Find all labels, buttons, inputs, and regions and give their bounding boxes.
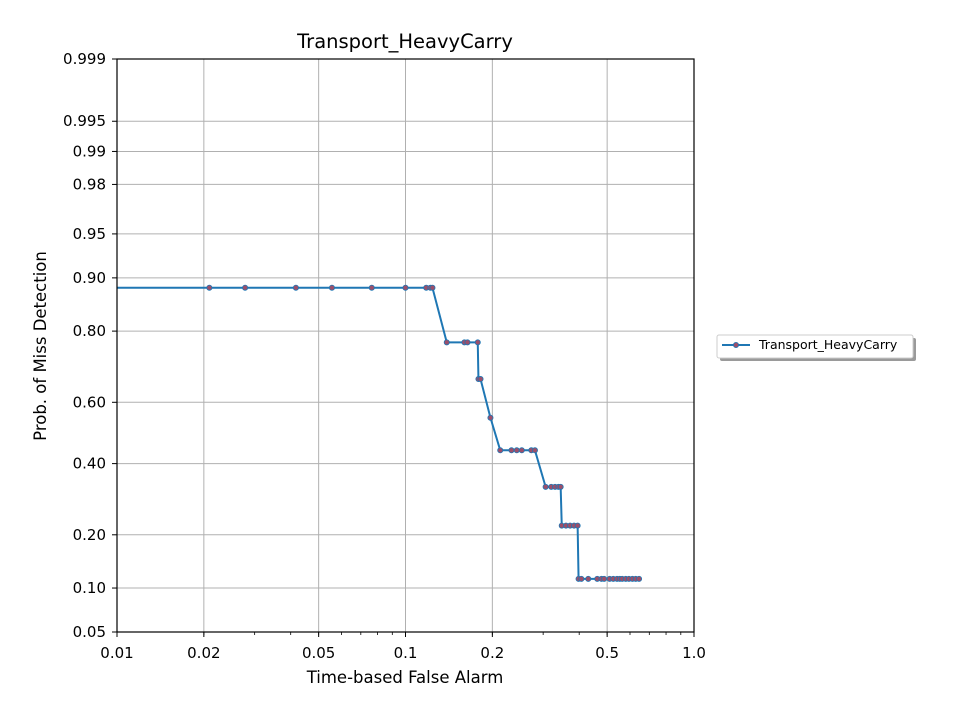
x-tick-label: 0.05: [302, 644, 335, 662]
legend-marker-swatch: [733, 341, 740, 348]
y-tick-label: 0.90: [73, 269, 106, 287]
y-tick-label: 0.80: [73, 322, 106, 340]
y-axis-ticks: 0.05 0.10 0.20 0.40 0.60 0.80 0.90 0.95 0.98 0.99…: [63, 50, 117, 641]
y-tick-label: 0.60: [73, 393, 106, 411]
data-point: [578, 575, 585, 582]
data-point: [601, 575, 608, 582]
data-point: [443, 339, 450, 346]
data-point: [531, 447, 538, 454]
x-tick-label: 0.5: [595, 644, 619, 662]
data-point: [497, 447, 504, 454]
y-tick-label: 0.95: [73, 225, 106, 243]
data-point: [477, 376, 484, 383]
y-tick-label: 0.05: [73, 623, 106, 641]
x-tick-label: 0.1: [394, 644, 418, 662]
plot-frame: [116, 58, 695, 633]
data-point: [513, 447, 520, 454]
data-point: [328, 284, 335, 291]
data-point: [368, 284, 375, 291]
y-tick-label: 0.20: [73, 526, 106, 544]
y-tick-label: 0.99: [73, 142, 106, 160]
legend-box: [716, 334, 914, 359]
x-axis-title: Time-based False Alarm: [306, 668, 504, 687]
data-point: [574, 522, 581, 529]
x-tick-label: 0.02: [187, 644, 220, 662]
y-axis-title: Prob. of Miss Detection: [31, 251, 50, 441]
y-tick-label: 0.999: [63, 50, 106, 68]
chart-title: Transport_HeavyCarry: [296, 30, 513, 53]
x-tick-label: 0.01: [100, 644, 133, 662]
data-point: [542, 483, 549, 490]
data-point: [518, 447, 525, 454]
x-tick-label: 0.2: [480, 644, 504, 662]
data-point: [487, 414, 494, 421]
x-tick-label: 1.0: [682, 644, 706, 662]
y-tick-label: 0.40: [73, 455, 106, 473]
data-point: [402, 284, 409, 291]
data-point: [464, 339, 471, 346]
y-tick-label: 0.995: [63, 112, 106, 130]
data-point: [636, 575, 643, 582]
data-point: [508, 447, 515, 454]
data-point: [557, 483, 564, 490]
data-point: [206, 284, 213, 291]
x-axis-ticks: 0.01 0.02 0.05 0.1 0.2 0.5 1.0: [100, 632, 706, 662]
legend: Transport_HeavyCarry: [716, 334, 916, 361]
legend-label: Transport_HeavyCarry: [758, 337, 898, 352]
data-point: [585, 575, 592, 582]
data-point: [242, 284, 249, 291]
series-group: [117, 284, 643, 582]
grid-lines: [116, 58, 695, 633]
data-point: [474, 339, 481, 346]
y-tick-label: 0.98: [73, 175, 106, 193]
y-tick-label: 0.10: [73, 579, 106, 597]
data-point: [292, 284, 299, 291]
data-point: [429, 284, 436, 291]
